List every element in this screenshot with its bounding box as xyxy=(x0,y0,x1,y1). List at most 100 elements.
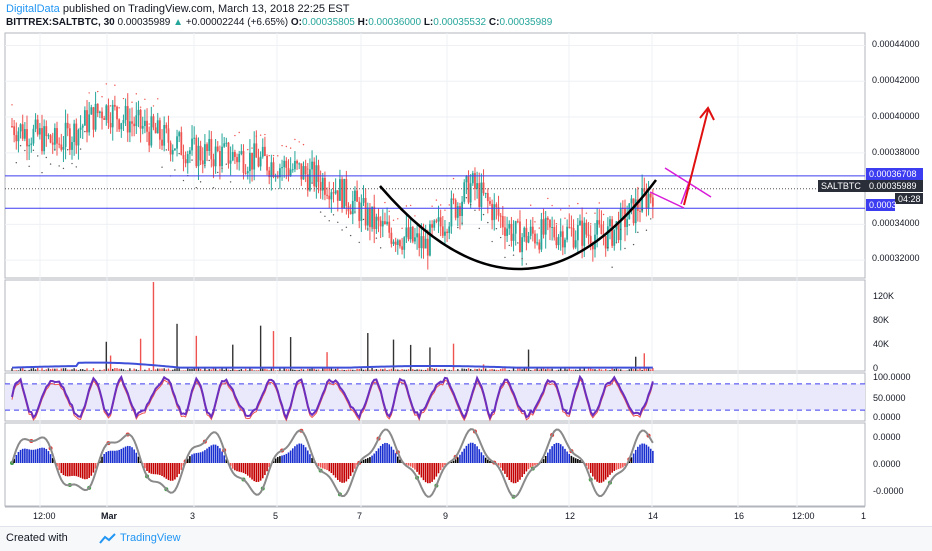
sar-dot xyxy=(586,212,587,213)
candle-body xyxy=(493,204,495,220)
candle-body xyxy=(560,231,562,237)
volume-bar xyxy=(234,370,235,371)
sar-dot xyxy=(521,258,522,259)
sar-dot xyxy=(380,247,381,248)
volume-bar xyxy=(277,370,278,371)
candle-body xyxy=(365,198,367,226)
candle-body xyxy=(238,154,240,162)
candle-body xyxy=(28,145,30,146)
candle-body xyxy=(114,105,116,107)
stoch-tick: 100.0000 xyxy=(873,372,911,382)
candle-body xyxy=(187,154,189,163)
volume-bar xyxy=(58,370,59,371)
volume-bar xyxy=(481,369,482,371)
candle-body xyxy=(534,234,536,244)
candle-body xyxy=(431,224,433,228)
time-label: 12:00 xyxy=(792,511,815,521)
volume-bar xyxy=(579,369,580,371)
volume-series xyxy=(11,282,653,371)
volume-bar xyxy=(228,370,229,371)
candle-body xyxy=(223,143,225,146)
volume-bar xyxy=(616,369,617,371)
chart-canvas[interactable]: 0.00044000 0.00042000 0.00040000 0.00038… xyxy=(0,0,932,526)
price-pane[interactable] xyxy=(5,33,865,278)
volume-bar xyxy=(176,324,177,371)
sar-dot xyxy=(526,263,527,264)
sar-dot xyxy=(376,237,377,238)
candle-body xyxy=(292,169,294,170)
candle-body xyxy=(193,138,195,139)
volume-bar xyxy=(560,369,561,371)
candle-body xyxy=(568,227,570,228)
sar-dot xyxy=(247,149,248,150)
volume-bar xyxy=(245,369,246,371)
volume-bar xyxy=(52,369,53,371)
sar-dot xyxy=(58,165,59,166)
volume-bar xyxy=(260,326,261,371)
sar-dot xyxy=(641,209,642,210)
candle-body xyxy=(155,127,157,133)
volume-bar xyxy=(365,369,366,371)
countdown-tag-label: 04:28 xyxy=(898,194,921,204)
sar-dot xyxy=(307,168,308,169)
volume-pane[interactable] xyxy=(5,280,865,371)
price-tick: 0.00034000 xyxy=(872,218,920,228)
candle-body xyxy=(273,162,275,177)
volume-bar xyxy=(296,370,297,371)
volume-bar xyxy=(99,370,100,371)
sar-dot xyxy=(329,220,330,221)
candle-body xyxy=(478,183,480,207)
volume-bar xyxy=(479,369,480,371)
volume-bar xyxy=(114,368,115,371)
candle-body xyxy=(146,121,148,132)
time-label: Mar xyxy=(101,511,118,521)
volume-bar xyxy=(31,368,32,371)
volume-bar xyxy=(324,368,325,371)
candle-body xyxy=(225,143,227,144)
candle-body xyxy=(405,227,407,237)
price-tick: 0.00044000 xyxy=(872,39,920,49)
volume-bar xyxy=(509,370,510,371)
candle-body xyxy=(384,221,386,224)
volume-bar xyxy=(292,369,293,371)
volume-bar xyxy=(341,370,342,371)
volume-bar xyxy=(46,369,47,371)
candle-body xyxy=(131,121,133,123)
sar-dot xyxy=(453,178,454,179)
sar-dot xyxy=(581,224,582,225)
sar-dot xyxy=(299,141,300,142)
sar-dot xyxy=(28,166,29,167)
volume-bar xyxy=(406,370,407,371)
candle-body xyxy=(176,136,178,148)
candle-body xyxy=(395,242,397,245)
volume-bar xyxy=(112,369,113,371)
sar-dot xyxy=(324,216,325,217)
sar-dot xyxy=(33,150,34,151)
candle-body xyxy=(639,211,641,212)
candle-body xyxy=(360,203,362,221)
volume-bar xyxy=(11,368,12,371)
candle-body xyxy=(127,106,129,132)
candle-body xyxy=(326,195,328,196)
osc-tick: -0.0000 xyxy=(873,486,904,496)
volume-bar xyxy=(93,368,94,371)
candle-body xyxy=(313,162,315,187)
candle-body xyxy=(328,196,330,200)
sar-dot xyxy=(637,232,638,233)
sar-dot xyxy=(359,242,360,243)
sar-dot xyxy=(161,166,162,167)
candle-body xyxy=(375,217,377,229)
volume-bar xyxy=(333,370,334,371)
volume-bar xyxy=(427,368,428,371)
sar-dot xyxy=(337,222,338,223)
sar-dot xyxy=(496,228,497,229)
candle-body xyxy=(298,163,300,164)
sar-dot xyxy=(97,91,98,92)
sar-dot xyxy=(547,198,548,199)
volume-bar xyxy=(635,357,636,371)
candle-body xyxy=(598,220,600,224)
volume-bar xyxy=(487,370,488,371)
candle-body xyxy=(611,219,613,246)
tradingview-brand-link[interactable]: TradingView xyxy=(120,532,181,544)
candle-body xyxy=(495,204,497,207)
